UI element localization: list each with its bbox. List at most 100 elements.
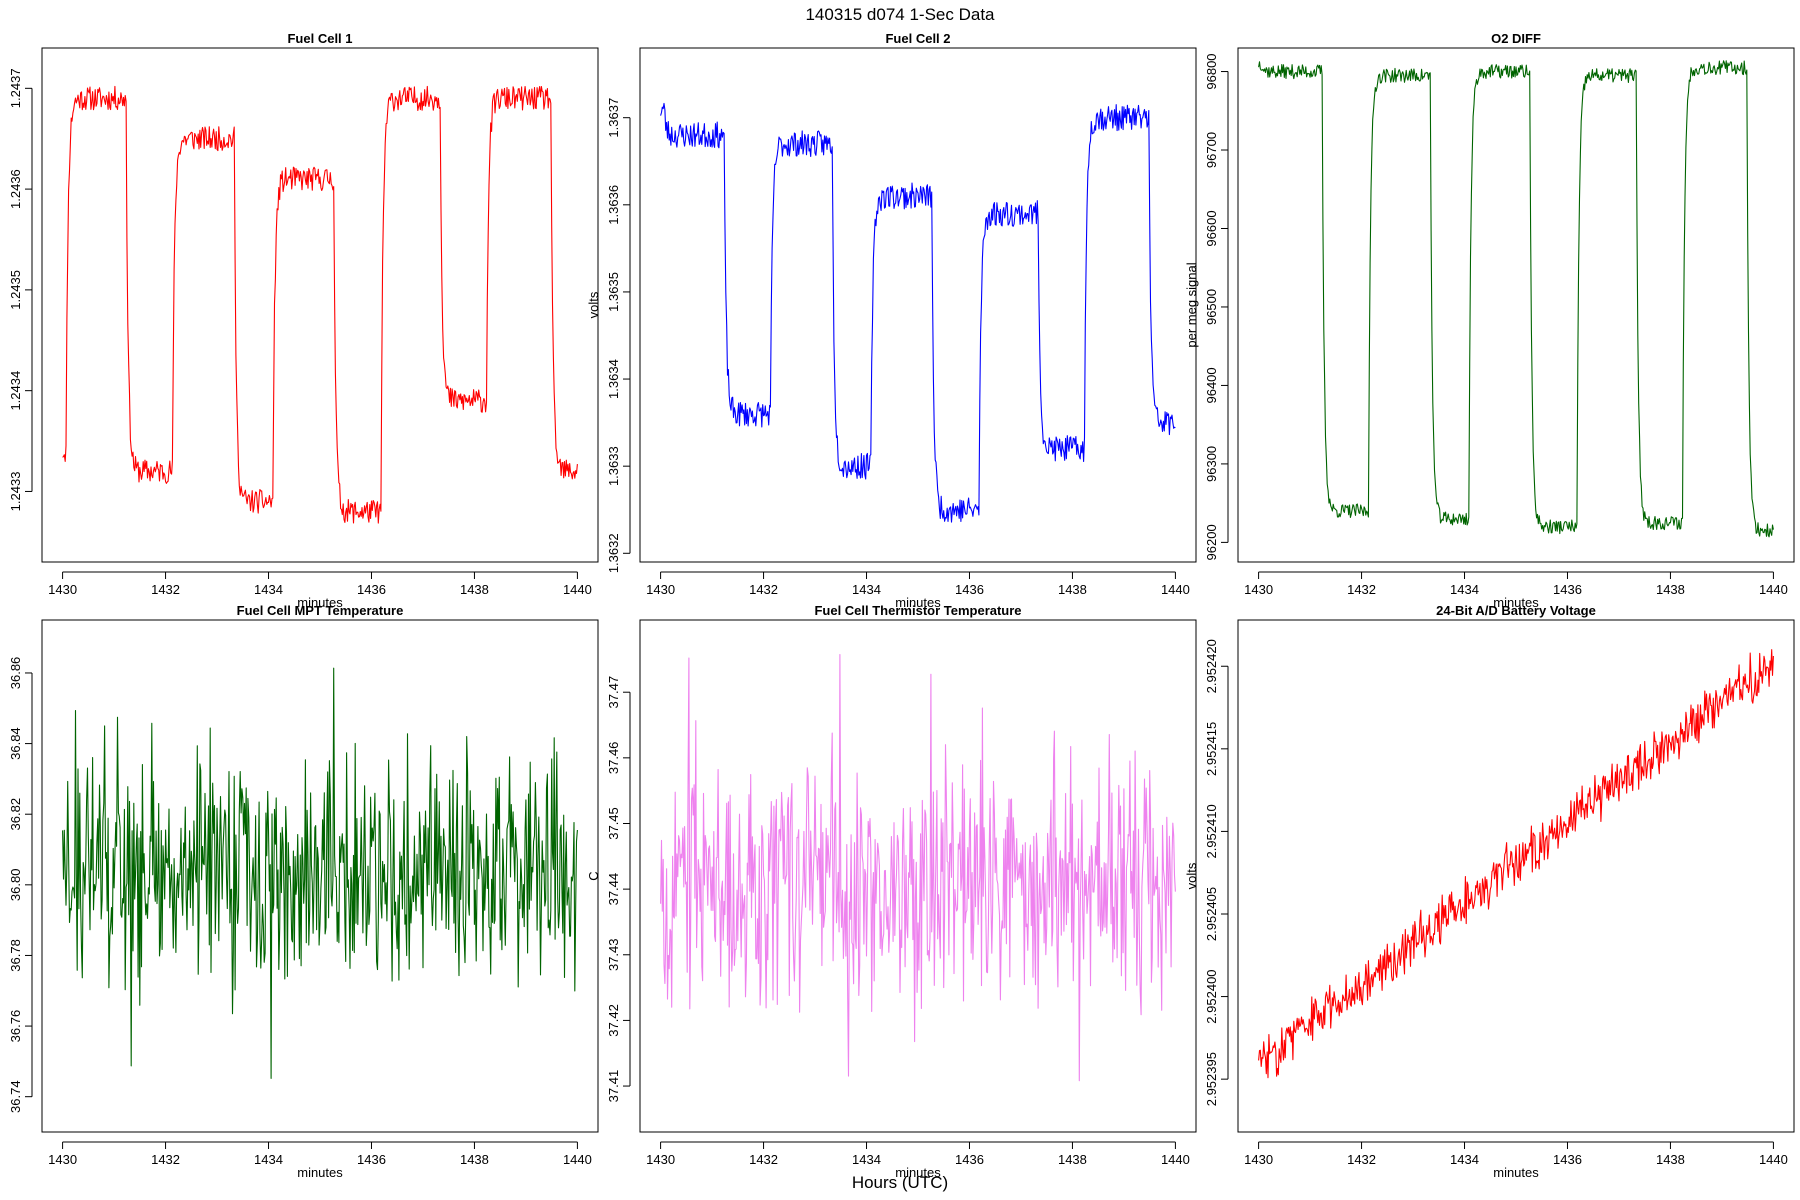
y-tick-label: 36.84 <box>8 727 23 760</box>
y-tick-label: 36.78 <box>8 939 23 972</box>
x-tick-label: 1436 <box>1553 582 1582 597</box>
x-tick-label: 1432 <box>151 582 180 597</box>
x-tick-label: 1440 <box>563 582 592 597</box>
y-axis-label: volts <box>586 291 601 318</box>
y-tick-label: 1.3635 <box>606 272 621 312</box>
x-tick-label: 1440 <box>563 1152 592 1167</box>
y-tick-label: 96200 <box>1204 524 1219 560</box>
figure-xlabel: Hours (UTC) <box>852 1173 948 1192</box>
y-tick-label: 1.3633 <box>606 446 621 486</box>
y-tick-label: 96300 <box>1204 446 1219 482</box>
x-tick-label: 1432 <box>749 582 778 597</box>
y-tick-label: 2.952420 <box>1204 639 1219 693</box>
y-tick-label: 2.952400 <box>1204 969 1219 1023</box>
y-tick-label: 37.45 <box>606 807 621 840</box>
x-tick-label: 1434 <box>1450 582 1479 597</box>
x-tick-label: 1432 <box>1347 1152 1376 1167</box>
y-tick-label: 36.82 <box>8 798 23 831</box>
x-tick-label: 1438 <box>1058 582 1087 597</box>
x-tick-label: 1436 <box>955 1152 984 1167</box>
y-tick-label: 96500 <box>1204 289 1219 325</box>
x-tick-label: 1440 <box>1161 1152 1190 1167</box>
plot-frame <box>1237 619 1795 1133</box>
x-tick-label: 1430 <box>1244 1152 1273 1167</box>
chart-title: Fuel Cell Thermistor Temperature <box>814 603 1021 618</box>
y-axis-label: volts <box>0 291 3 318</box>
panels: Fuel Cell 1 1430 1432 1434 1436 1438 1440 minut… <box>0 31 1795 1180</box>
y-tick-label: 36.86 <box>8 657 23 690</box>
x-tick-label: 1430 <box>48 1152 77 1167</box>
series-line <box>1258 649 1774 1079</box>
y-tick-label: 37.42 <box>606 1004 621 1037</box>
y-tick-label: 2.952410 <box>1204 804 1219 858</box>
y-tick-label: 2.952405 <box>1204 887 1219 941</box>
chart-panel-5: Fuel Cell Thermistor Temperature 1430 1432… <box>586 603 1197 1180</box>
y-tick-label: 1.3636 <box>606 185 621 225</box>
series-line <box>660 654 1176 1082</box>
chart-panel-2: Fuel Cell 2 1430 1432 1434 1436 1438 1440 minut… <box>586 31 1197 610</box>
x-tick-label: 1438 <box>1656 1152 1685 1167</box>
x-tick-label: 1430 <box>48 582 77 597</box>
x-tick-label: 1440 <box>1759 582 1788 597</box>
y-tick-label: 96400 <box>1204 367 1219 403</box>
x-tick-label: 1434 <box>254 1152 283 1167</box>
x-tick-label: 1434 <box>254 582 283 597</box>
x-axis-label: minutes <box>1493 595 1539 610</box>
chart-title: O2 DIFF <box>1491 31 1541 46</box>
y-tick-label: 1.2433 <box>8 472 23 512</box>
series-line <box>62 85 578 524</box>
x-tick-label: 1430 <box>1244 582 1273 597</box>
chart-panel-6: 24-Bit A/D Battery Voltage 1430 1432 1434 14… <box>1184 603 1795 1180</box>
x-axis-label: minutes <box>297 595 343 610</box>
y-axis-label: C <box>586 871 601 880</box>
plot-frame <box>41 47 599 563</box>
y-tick-label: 96800 <box>1204 53 1219 89</box>
y-tick-label: 37.46 <box>606 742 621 775</box>
series-line <box>660 102 1176 523</box>
y-axis-label: C <box>0 871 3 880</box>
chart-panel-1: Fuel Cell 1 1430 1432 1434 1436 1438 1440 minut… <box>0 31 599 610</box>
x-tick-label: 1436 <box>955 582 984 597</box>
x-axis-label: minutes <box>297 1165 343 1180</box>
y-tick-label: 2.952415 <box>1204 722 1219 776</box>
y-tick-label: 36.76 <box>8 1010 23 1043</box>
x-tick-label: 1434 <box>852 582 881 597</box>
x-axis-label: minutes <box>895 595 941 610</box>
x-tick-label: 1432 <box>151 1152 180 1167</box>
x-tick-label: 1438 <box>460 582 489 597</box>
series-line <box>1258 60 1774 538</box>
y-tick-label: 36.74 <box>8 1080 23 1113</box>
plot-frame <box>1237 47 1795 563</box>
y-tick-label: 36.80 <box>8 869 23 902</box>
chart-panel-3: O2 DIFF 1430 1432 1434 1436 1438 1440 minutes 96… <box>1184 31 1795 610</box>
y-axis-label: volts <box>1184 862 1199 889</box>
chart-title: Fuel Cell MPT Temperature <box>237 603 404 618</box>
plot-frame <box>639 47 1197 563</box>
x-tick-label: 1438 <box>460 1152 489 1167</box>
y-axis-label: per meg signal <box>1184 262 1199 347</box>
figure-title: 140315 d074 1-Sec Data <box>805 5 995 24</box>
x-tick-label: 1430 <box>646 1152 675 1167</box>
y-tick-label: 37.43 <box>606 938 621 971</box>
x-tick-label: 1434 <box>852 1152 881 1167</box>
y-tick-label: 1.3634 <box>606 359 621 399</box>
x-tick-label: 1432 <box>749 1152 778 1167</box>
x-tick-label: 1436 <box>1553 1152 1582 1167</box>
x-tick-label: 1438 <box>1656 582 1685 597</box>
chart-title: Fuel Cell 2 <box>885 31 950 46</box>
y-tick-label: 1.3632 <box>606 533 621 573</box>
x-tick-label: 1430 <box>646 582 675 597</box>
y-tick-label: 37.41 <box>606 1070 621 1103</box>
chart-title: Fuel Cell 1 <box>287 31 352 46</box>
y-tick-label: 37.44 <box>606 873 621 906</box>
chart-panel-4: Fuel Cell MPT Temperature 1430 1432 1434 143… <box>0 603 599 1180</box>
chart-title: 24-Bit A/D Battery Voltage <box>1436 603 1596 618</box>
y-tick-label: 1.2436 <box>8 169 23 209</box>
x-tick-label: 1440 <box>1161 582 1190 597</box>
y-tick-label: 1.2435 <box>8 270 23 310</box>
x-tick-label: 1436 <box>357 582 386 597</box>
y-tick-label: 37.47 <box>606 676 621 709</box>
x-axis-label: minutes <box>895 1165 941 1180</box>
y-tick-label: 1.2437 <box>8 68 23 108</box>
